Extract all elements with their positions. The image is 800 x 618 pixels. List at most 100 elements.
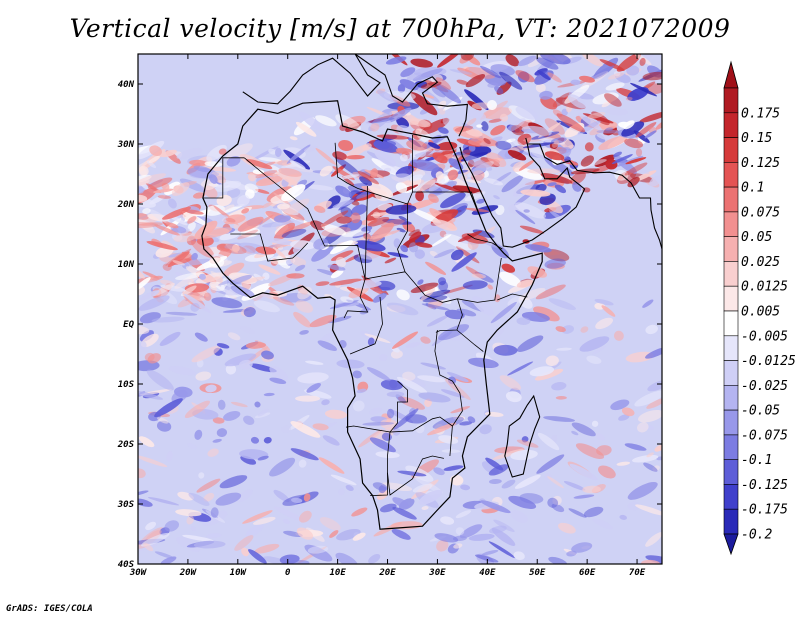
field-blob — [624, 138, 644, 149]
field-blob — [645, 555, 662, 564]
map-title: Vertical velocity [m/s] at 700hPa, VT: 2… — [69, 14, 731, 43]
field-blob — [623, 120, 635, 130]
field-blob — [283, 149, 311, 170]
field-blob — [618, 414, 630, 421]
field-blob — [187, 443, 198, 450]
field-blob — [329, 278, 362, 286]
field-blob — [243, 307, 256, 318]
field-blob — [186, 515, 194, 525]
field-blob — [517, 55, 537, 67]
field-blob — [382, 218, 412, 225]
field-blob — [148, 209, 172, 225]
lon-tick-label: 20E — [378, 568, 396, 578]
lon-tick-label: 30W — [129, 568, 148, 578]
field-blob — [315, 115, 337, 127]
field-blob — [638, 409, 662, 423]
field-blob — [184, 293, 212, 314]
field-blob — [484, 178, 504, 186]
field-blob — [580, 326, 589, 333]
colorbar-label: 0.005 — [741, 305, 780, 320]
field-blob — [490, 124, 506, 136]
field-blob — [467, 138, 498, 147]
field-blob — [432, 152, 448, 164]
field-blob — [430, 234, 452, 248]
field-blob — [435, 171, 444, 180]
field-blob — [580, 155, 594, 167]
field-blob — [386, 305, 406, 313]
field-blob — [455, 245, 480, 264]
field-blob — [217, 399, 226, 410]
field-blob — [272, 247, 286, 259]
field-blob — [616, 461, 631, 466]
field-blob — [295, 395, 321, 402]
field-blob — [192, 192, 206, 199]
country-border — [434, 329, 463, 457]
field-blob — [236, 489, 253, 503]
field-blob — [255, 188, 270, 194]
field-blob — [429, 180, 457, 197]
field-blob — [263, 436, 272, 444]
field-blob — [379, 353, 388, 362]
field-blob — [592, 518, 614, 530]
field-blob — [250, 436, 260, 444]
field-blob — [201, 227, 233, 239]
field-blob — [646, 452, 654, 458]
field-blob — [373, 140, 398, 153]
field-blob — [165, 222, 179, 229]
field-blob — [179, 178, 206, 193]
field-blob — [644, 130, 657, 139]
field-blob — [505, 391, 522, 403]
field-blob — [243, 415, 255, 425]
field-blob — [406, 139, 428, 151]
field-blob — [627, 501, 640, 511]
lat-tick-label: 20N — [117, 200, 135, 210]
colorbar-label: 0.125 — [741, 156, 780, 171]
colorbar-swatch — [723, 112, 739, 138]
field-blob — [318, 457, 345, 474]
colorbar-swatch — [723, 236, 739, 262]
colorbar-swatch — [723, 384, 739, 411]
field-blob — [436, 539, 449, 552]
field-blob — [173, 232, 198, 243]
field-blob — [646, 398, 662, 409]
field-blob — [171, 182, 190, 196]
field-blob — [335, 114, 361, 131]
field-blob — [536, 454, 565, 474]
field-blob — [212, 438, 222, 443]
field-blob — [219, 230, 241, 241]
field-blob — [409, 118, 431, 128]
field-blob — [295, 300, 314, 313]
field-blob — [441, 449, 461, 453]
field-blob — [306, 184, 334, 191]
field-blob — [143, 542, 154, 552]
field-blob — [240, 325, 256, 335]
field-blob — [487, 284, 493, 290]
field-blob — [299, 330, 309, 335]
field-blob — [440, 516, 455, 525]
field-blob — [282, 518, 290, 525]
field-blob — [591, 420, 599, 427]
colorbar-label: 0.075 — [741, 205, 780, 220]
field-blob — [438, 435, 459, 444]
field-blob — [190, 526, 197, 532]
colorbar-label: -0.2 — [741, 528, 772, 543]
field-blob — [138, 184, 144, 194]
field-blob — [229, 274, 252, 285]
field-blob — [516, 317, 531, 326]
field-blob — [299, 111, 322, 131]
field-blob — [435, 77, 452, 90]
field-blob — [140, 290, 160, 301]
field-blob — [225, 217, 236, 223]
velocity-field — [138, 54, 662, 564]
field-blob — [501, 175, 524, 193]
field-blob — [522, 142, 555, 149]
field-blob — [335, 185, 352, 198]
field-blob — [446, 371, 469, 383]
field-blob — [466, 118, 477, 126]
colorbar-swatch — [723, 87, 739, 114]
field-blob — [533, 306, 560, 322]
colorbar-swatch — [723, 459, 739, 485]
field-blob — [385, 204, 417, 215]
field-blob — [352, 400, 365, 412]
